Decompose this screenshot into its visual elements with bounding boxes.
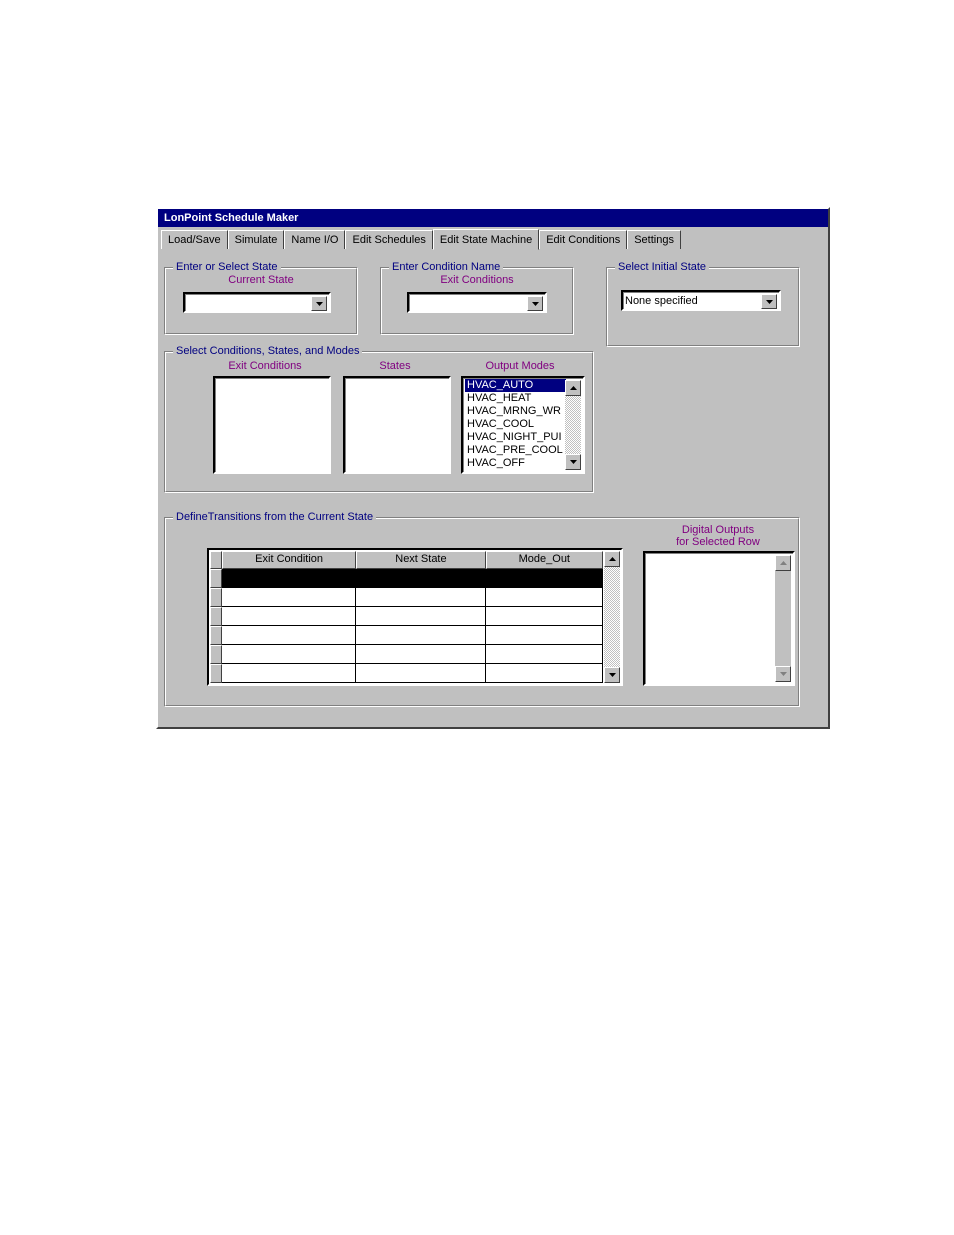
group-title-initial-state: Select Initial State xyxy=(615,261,709,273)
tab-simulate[interactable]: Simulate xyxy=(228,230,285,249)
group-define-transitions: DefineTransitions from the Current State… xyxy=(164,517,800,707)
scroll-up-icon[interactable] xyxy=(775,555,791,571)
client-area: Enter or Select State Current State Ente… xyxy=(158,249,828,727)
chevron-down-icon[interactable] xyxy=(527,296,543,311)
group-title-enter-state: Enter or Select State xyxy=(173,261,281,273)
tab-settings[interactable]: Settings xyxy=(627,230,681,249)
scroll-up-icon[interactable] xyxy=(604,551,620,567)
listbox-output-modes[interactable]: HVAC_AUTOHVAC_HEATHVAC_MRNG_WRHVAC_COOLH… xyxy=(461,376,585,474)
page-root: LonPoint Schedule Maker Load/SaveSimulat… xyxy=(0,0,954,1235)
tabbar: Load/SaveSimulateName I/OEdit SchedulesE… xyxy=(158,227,828,249)
group-select-csm: Select Conditions, States, and Modes Exi… xyxy=(164,351,594,493)
label-digital-outputs: Digital Outputs for Selected Row xyxy=(643,524,793,548)
label-exit-conditions-list: Exit Conditions xyxy=(205,360,325,372)
table-row[interactable] xyxy=(210,664,603,683)
scroll-down-icon[interactable] xyxy=(604,667,620,683)
listbox-digital-outputs[interactable] xyxy=(643,551,795,686)
column-header[interactable]: Exit Condition xyxy=(222,551,356,569)
group-title-select-csm: Select Conditions, States, and Modes xyxy=(173,345,362,357)
group-enter-condition: Enter Condition Name Exit Conditions xyxy=(380,267,574,335)
label-output-modes-list: Output Modes xyxy=(465,360,575,372)
app-window: LonPoint Schedule Maker Load/SaveSimulat… xyxy=(156,207,830,729)
combo-initial-state[interactable]: None specified xyxy=(621,290,781,311)
column-header[interactable]: Mode_Out xyxy=(486,551,603,569)
list-item[interactable]: HVAC_HEAT xyxy=(465,392,566,405)
window-title: LonPoint Schedule Maker xyxy=(164,212,298,224)
chevron-down-icon[interactable] xyxy=(761,294,777,309)
group-initial-state: Select Initial State None specified xyxy=(606,267,800,347)
column-header[interactable]: Next State xyxy=(356,551,485,569)
list-item[interactable]: HVAC_PRE_COOL xyxy=(465,444,566,457)
listbox-states[interactable] xyxy=(343,376,451,474)
list-item[interactable]: HVAC_MRNG_WR xyxy=(465,405,566,418)
scroll-down-icon[interactable] xyxy=(775,666,791,682)
scrollbar-output-modes[interactable] xyxy=(565,380,581,470)
chevron-down-icon[interactable] xyxy=(311,296,327,311)
list-item[interactable]: HVAC_NIGHT_PUI xyxy=(465,431,566,444)
group-title-define-transitions: DefineTransitions from the Current State xyxy=(173,511,376,523)
transitions-grid[interactable]: Exit ConditionNext StateMode_Out xyxy=(207,548,623,686)
label-states-list: States xyxy=(345,360,445,372)
table-row[interactable] xyxy=(210,607,603,626)
combo-current-state[interactable] xyxy=(183,292,331,313)
combo-initial-state-value: None specified xyxy=(625,295,698,307)
combo-exit-condition[interactable] xyxy=(407,292,547,313)
scroll-up-icon[interactable] xyxy=(565,380,581,396)
scrollbar-grid[interactable] xyxy=(604,551,620,683)
table-row[interactable] xyxy=(210,626,603,645)
tab-edit-conditions[interactable]: Edit Conditions xyxy=(539,230,627,249)
table-row[interactable] xyxy=(210,588,603,607)
list-item[interactable]: HVAC_COOL xyxy=(465,418,566,431)
list-item[interactable]: HVAC_AUTO xyxy=(465,379,566,392)
list-item[interactable]: HVAC_OFF xyxy=(465,457,566,470)
listbox-exit-conditions[interactable] xyxy=(213,376,331,474)
scroll-down-icon[interactable] xyxy=(565,454,581,470)
table-row[interactable] xyxy=(210,569,603,588)
label-current-state: Current State xyxy=(165,274,357,286)
group-enter-state: Enter or Select State Current State xyxy=(164,267,358,335)
scrollbar-digital-outputs[interactable] xyxy=(775,555,791,682)
table-row[interactable] xyxy=(210,645,603,664)
titlebar: LonPoint Schedule Maker xyxy=(158,209,828,227)
tab-edit-schedules[interactable]: Edit Schedules xyxy=(345,230,432,249)
tab-name-i-o[interactable]: Name I/O xyxy=(284,230,345,249)
label-exit-conditions: Exit Conditions xyxy=(381,274,573,286)
tab-load-save[interactable]: Load/Save xyxy=(161,230,228,249)
group-title-enter-condition: Enter Condition Name xyxy=(389,261,503,273)
tab-edit-state-machine[interactable]: Edit State Machine xyxy=(433,229,539,250)
